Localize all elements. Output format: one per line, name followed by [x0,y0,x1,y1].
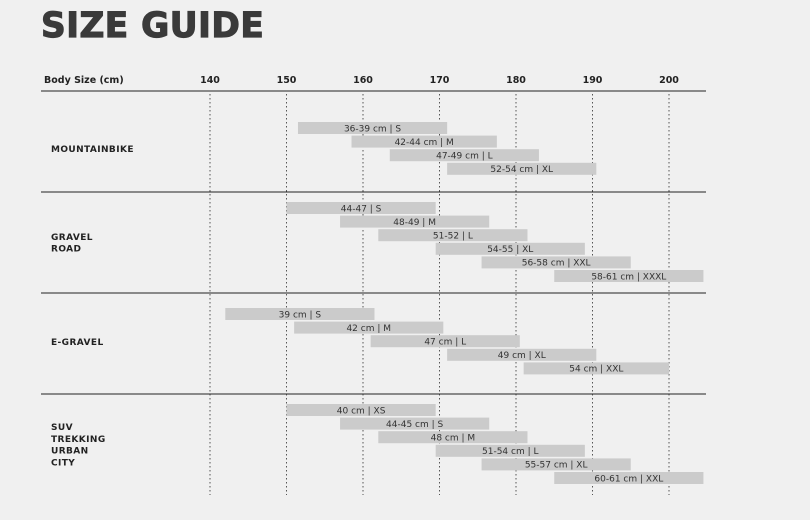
size-bar-label: 58-61 cm | XXXL [591,272,666,282]
bike-category-label: CITY [51,459,75,469]
size-bar [554,270,704,282]
size-bar [481,256,631,269]
size-bar [370,335,520,348]
bike-category-label: ROAD [51,245,81,255]
size-bar [435,242,585,255]
bike-category-label: MOUNTAINBIKE [51,145,134,155]
size-bar-label: 60-61 cm | XXL [594,474,663,484]
x-tick-label: 200 [659,75,679,86]
size-bar [554,472,704,484]
size-bar [340,417,490,430]
bike-category-label: GRAVEL [51,233,93,243]
size-bar-label: 44-47 | S [341,204,382,214]
size-bar-label: 40 cm | XS [337,406,386,416]
size-bar [447,162,597,175]
size-bar-label: 39 cm | S [279,310,322,320]
size-bar-label: 42 cm | M [346,324,391,334]
size-bar-label: 42-44 cm | M [395,138,454,148]
size-bar-label: 47-49 cm | L [436,152,493,162]
size-bar [378,431,528,444]
size-bar [447,348,597,361]
size-bar [225,308,375,320]
x-tick-label: 190 [583,75,603,86]
x-tick-label: 170 [430,75,450,86]
bike-category-label: E-GRAVEL [51,338,104,348]
size-bar [286,404,436,416]
bike-category-label: SUV [51,423,73,433]
size-bar [297,122,448,134]
size-bar [286,202,436,214]
bike-category-label: URBAN [51,447,89,457]
x-tick-label: 140 [200,75,220,86]
size-bar-label: 55-57 cm | XL [525,461,588,471]
x-axis-label: Body Size (cm) [44,75,124,86]
size-bar [378,229,528,242]
page-title: SIZE GUIDE [40,5,265,46]
size-bar [435,444,585,457]
size-bar-label: 51-54 cm | L [482,447,539,457]
size-bar [340,215,490,228]
size-bar [389,149,539,162]
size-bar-label: 47 cm | L [424,338,466,348]
size-bar-label: 56-58 cm | XXL [522,259,591,269]
size-bar [351,135,497,148]
x-tick-label: 160 [353,75,373,86]
size-bar-label: 54 cm | XXL [569,365,623,375]
size-bar-label: 54-55 | XL [487,245,533,255]
size-bar-label: 36-39 cm | S [344,124,401,134]
bike-category-label: TREKKING [51,435,106,445]
x-tick-label: 180 [506,75,526,86]
size-bar-label: 48 cm | M [431,434,476,444]
size-bar-label: 52-54 cm | XL [490,165,553,175]
size-bar-label: 51-52 | L [433,232,473,242]
size-bar-label: 48-49 | M [393,218,436,228]
size-bar [294,321,444,334]
x-tick-label: 150 [277,75,297,86]
size-bar-label: 44-45 cm | S [386,420,443,430]
size-bar [523,362,669,375]
size-bar [481,458,631,471]
size-bar-label: 49 cm | XL [498,351,546,361]
